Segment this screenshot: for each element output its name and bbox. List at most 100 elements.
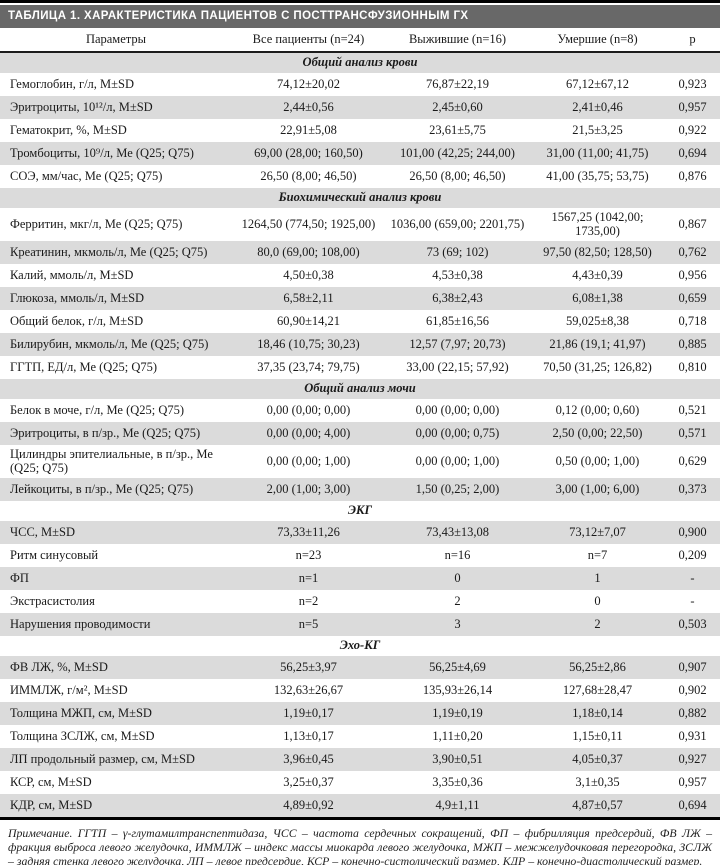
value-cell: 3,25±0,37 [283,774,334,789]
table-row: Билирубин, мкмоль/л, Ме (Q25; Q75) 18,46 … [0,332,720,356]
value-cell: 0 [594,593,601,608]
section-header-row: Биохимический анализ крови [0,188,720,208]
value-cell: 33,00 (22,15; 57,92) [406,360,509,375]
parameter-label: КДР, см, M±SD [10,797,93,812]
value-cell: 0,718 [678,314,707,329]
section-header-row: ЭКГ [0,501,720,521]
parameter-label: Эритроциты, 10¹²/л, M±SD [10,100,153,115]
section-title: Эхо-КГ [339,637,381,652]
table-row: Лейкоциты, в п/зр., Ме (Q25; Q75) 2,00 (1… [0,477,720,501]
section-title: Общий анализ мочи [304,380,416,395]
table-row: КСР, см, M±SD 3,25±0,37 3,35±0,36 3,1±0,35 0… [0,771,720,794]
value-cell: 6,38±2,43 [432,291,483,306]
table-row: ФВ ЛЖ, %, M±SD 56,25±3,97 56,25±4,69 56,25±… [0,655,720,679]
value-cell: 0,810 [678,360,707,375]
table-row: Тромбоциты, 10⁹/л, Ме (Q25; Q75) 69,00 (2… [0,142,720,165]
value-cell: 3,00 (1,00; 6,00) [555,481,640,496]
value-cell: 0,00 (0,00; 0,00) [415,403,500,418]
section-title: ЭКГ [347,502,373,517]
table-title-bar: ТАБЛИЦА 1. ХАРАКТЕРИСТИКА ПАЦИЕНТОВ С ПО… [0,5,720,28]
value-cell: 4,50±0,38 [283,268,334,283]
table-row: Цилиндры эпителиальные, в п/зр., Ме (Q25… [0,445,720,478]
value-cell: 0,00 (0,00; 1,00) [266,453,351,468]
value-cell: - [690,570,695,585]
value-cell: 3 [454,616,461,631]
value-cell: 26,50 (8,00; 46,50) [260,169,357,184]
value-cell: 0,957 [678,774,707,789]
table-row: Белок в моче, г/л, Ме (Q25; Q75) 0,00 (0,… [0,399,720,422]
top-rule [0,0,720,3]
value-cell: 4,43±0,39 [572,268,623,283]
value-cell: 1,50 (0,25; 2,00) [415,481,500,496]
table-row: Нарушения проводимости n=5 3 2 0,503 [0,612,720,636]
value-cell: 0,659 [678,291,707,306]
table-row: ЛП продольный размер, см, M±SD 3,96±0,45 3… [0,747,720,771]
table-row: ГГТП, ЕД/л, Ме (Q25; Q75) 37,35 (23,74; 7… [0,356,720,379]
value-cell: 0,209 [678,547,707,562]
value-cell: 0,12 (0,00; 0,60) [555,403,640,418]
parameter-label: Креатинин, мкмоль/л, Ме (Q25; Q75) [10,245,208,260]
value-cell: 0,762 [678,245,707,260]
parameter-label: ФП [10,570,29,585]
parameter-label: Ферритин, мкг/л, Ме (Q25; Q75) [10,217,183,232]
parameter-label: Гематокрит, %, M±SD [10,123,127,138]
parameter-label: Лейкоциты, в п/зр., Ме (Q25; Q75) [10,481,194,496]
value-cell: 1 [594,570,601,585]
value-cell: 56,25±3,97 [280,659,337,674]
column-header-p-value: p [689,32,696,46]
table-row: Глюкоза, ммоль/л, M±SD 6,58±2,11 6,38±2,43… [0,286,720,310]
parameter-label: КСР, см, M±SD [10,774,92,789]
column-header-parameters: Параметры [85,32,147,46]
table-row: СОЭ, мм/час, Ме (Q25; Q75) 26,50 (8,00; 4… [0,165,720,188]
value-cell: 0,694 [678,797,707,812]
value-cell: 22,91±5,08 [280,123,337,138]
section-header-row: Эхо-КГ [0,636,720,656]
value-cell: n=1 [298,570,319,585]
value-cell: 21,5±3,25 [572,123,623,138]
value-cell: 3,1±0,35 [575,774,620,789]
value-cell: n=7 [587,547,608,562]
section-title: Биохимический анализ крови [278,190,442,205]
value-cell: 0,00 (0,00; 0,75) [415,426,500,441]
parameter-label: Толщина ЗСЛЖ, см, M±SD [10,728,155,743]
parameter-label: Общий белок, г/л, M±SD [10,314,144,329]
value-cell: 4,9±1,11 [435,797,480,812]
value-cell: 76,87±22,19 [425,77,490,92]
value-cell: 135,93±26,14 [422,682,493,697]
table-row: ЧСС, M±SD 73,33±11,26 73,43±13,08 73,12±7,0… [0,520,720,544]
value-cell: 127,68±28,47 [562,682,633,697]
parameter-label: Ритм синусовый [10,547,99,562]
value-cell: 74,12±20,02 [276,77,341,92]
value-cell: 2,41±0,46 [572,100,623,115]
column-header-all-patients: Все пациенты (n=24) [252,32,365,46]
value-cell: 0 [454,570,461,585]
value-cell: 37,35 (23,74; 79,75) [257,360,360,375]
table-row: ФП n=1 0 1 - [0,566,720,590]
value-cell: 21,86 (19,1; 41,97) [549,337,646,352]
value-cell: 4,05±0,37 [572,751,623,766]
table-row: Калий, ммоль/л, M±SD 4,50±0,38 4,53±0,38 4,… [0,264,720,287]
parameter-label: Экстрасистолия [10,593,95,608]
value-cell: 1036,00 (659,00; 2201,75) [390,217,525,232]
table-row: Эритроциты, в п/зр., Ме (Q25; Q75) 0,00 (… [0,421,720,445]
table-row: Эритроциты, 10¹²/л, M±SD 2,44±0,56 2,45±0,… [0,96,720,119]
value-cell: 2,50 (0,00; 22,50) [552,426,643,441]
value-cell: 0,867 [678,217,707,232]
value-cell: 67,12±67,12 [565,77,630,92]
value-cell: 4,87±0,57 [572,797,623,812]
value-cell: 61,85±16,56 [425,314,490,329]
value-cell: 0,927 [678,751,707,766]
value-cell: 41,00 (35,75; 53,75) [546,169,649,184]
section-header-row: Общий анализ мочи [0,378,720,399]
parameter-label: Калий, ммоль/л, M±SD [10,268,134,283]
column-header-survivors: Выжившие (n=16) [408,32,507,46]
value-cell: 0,882 [678,705,707,720]
parameter-label: Белок в моче, г/л, Ме (Q25; Q75) [10,403,185,418]
value-cell: 6,58±2,11 [283,291,334,306]
parameter-label: Цилиндры эпителиальные, в п/зр., Ме (Q25… [10,446,213,476]
parameter-label: Глюкоза, ммоль/л, M±SD [10,291,145,306]
table-row: ИММЛЖ, г/м², M±SD 132,63±26,67 135,93±26,1… [0,679,720,702]
value-cell: 80,0 (69,00; 108,00) [257,245,360,260]
value-cell: 73,33±11,26 [277,524,340,539]
